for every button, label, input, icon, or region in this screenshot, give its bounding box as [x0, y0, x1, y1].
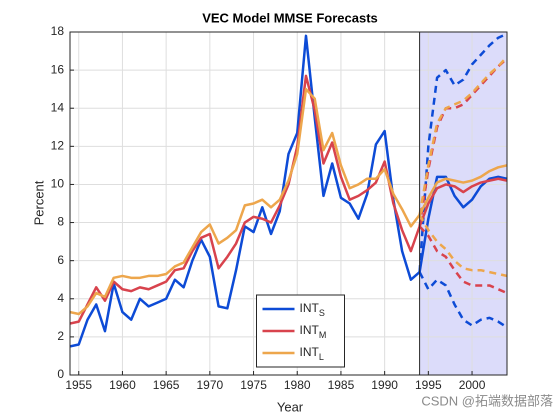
- history-line: [70, 87, 421, 316]
- legend-subscript: S: [319, 308, 325, 318]
- forecast-mean: [418, 175, 507, 273]
- x-tick-label: 1955: [65, 378, 92, 392]
- y-tick-label: 14: [51, 100, 65, 114]
- watermark: CSDN @拓端数据部落: [421, 393, 553, 408]
- forecast-mean: [418, 164, 507, 216]
- forecast-lower: [418, 271, 507, 329]
- forecast-lower: [418, 225, 507, 295]
- x-tick-label: 1990: [371, 378, 398, 392]
- x-tick-label: 1980: [284, 378, 311, 392]
- forecast-upper: [418, 32, 507, 273]
- x-tick-label: 2000: [459, 378, 486, 392]
- history-line: [70, 74, 421, 325]
- x-tick-label: 1995: [415, 378, 442, 392]
- x-axis-label: Year: [277, 399, 304, 414]
- axes-box: [69, 31, 508, 376]
- legend-subscript: L: [319, 352, 324, 362]
- legend-label: INTL: [300, 345, 324, 362]
- chart-title: VEC Model MMSE Forecasts: [202, 10, 378, 25]
- forecast-mean: [418, 177, 507, 227]
- forecast-lower: [418, 214, 507, 278]
- x-tick-label: 1965: [153, 378, 180, 392]
- y-axis-label: Percent: [31, 180, 46, 225]
- x-tick-label: 1970: [196, 378, 223, 392]
- history-line: [70, 34, 421, 348]
- y-tick-label: 2: [57, 329, 64, 343]
- x-tick-label: 1960: [109, 378, 136, 392]
- y-tick-label: 18: [51, 24, 65, 38]
- legend-label: INTM: [300, 323, 327, 340]
- legend-name: INT: [300, 323, 320, 337]
- lines-layer: [70, 32, 507, 348]
- y-tick-label: 16: [51, 62, 65, 76]
- legend-name: INT: [300, 301, 320, 315]
- y-tick-label: 10: [51, 177, 65, 191]
- y-tick-label: 0: [57, 367, 64, 381]
- legend-name: INT: [300, 345, 320, 359]
- y-tick-label: 8: [57, 215, 64, 229]
- legend-subscript: M: [319, 330, 327, 340]
- forecast-upper: [418, 55, 507, 216]
- legend-label: INTS: [300, 301, 325, 318]
- y-tick-label: 12: [51, 139, 65, 153]
- x-tick-label: 1975: [240, 378, 267, 392]
- x-tick-label: 1985: [328, 378, 355, 392]
- axes-layer: 0 2 4 6 8 10 12 14 16 18 1955 1960 1965 1970 1975 1980 1…: [51, 24, 508, 392]
- y-tick-label: 6: [57, 253, 64, 267]
- y-tick-label: 4: [57, 291, 64, 305]
